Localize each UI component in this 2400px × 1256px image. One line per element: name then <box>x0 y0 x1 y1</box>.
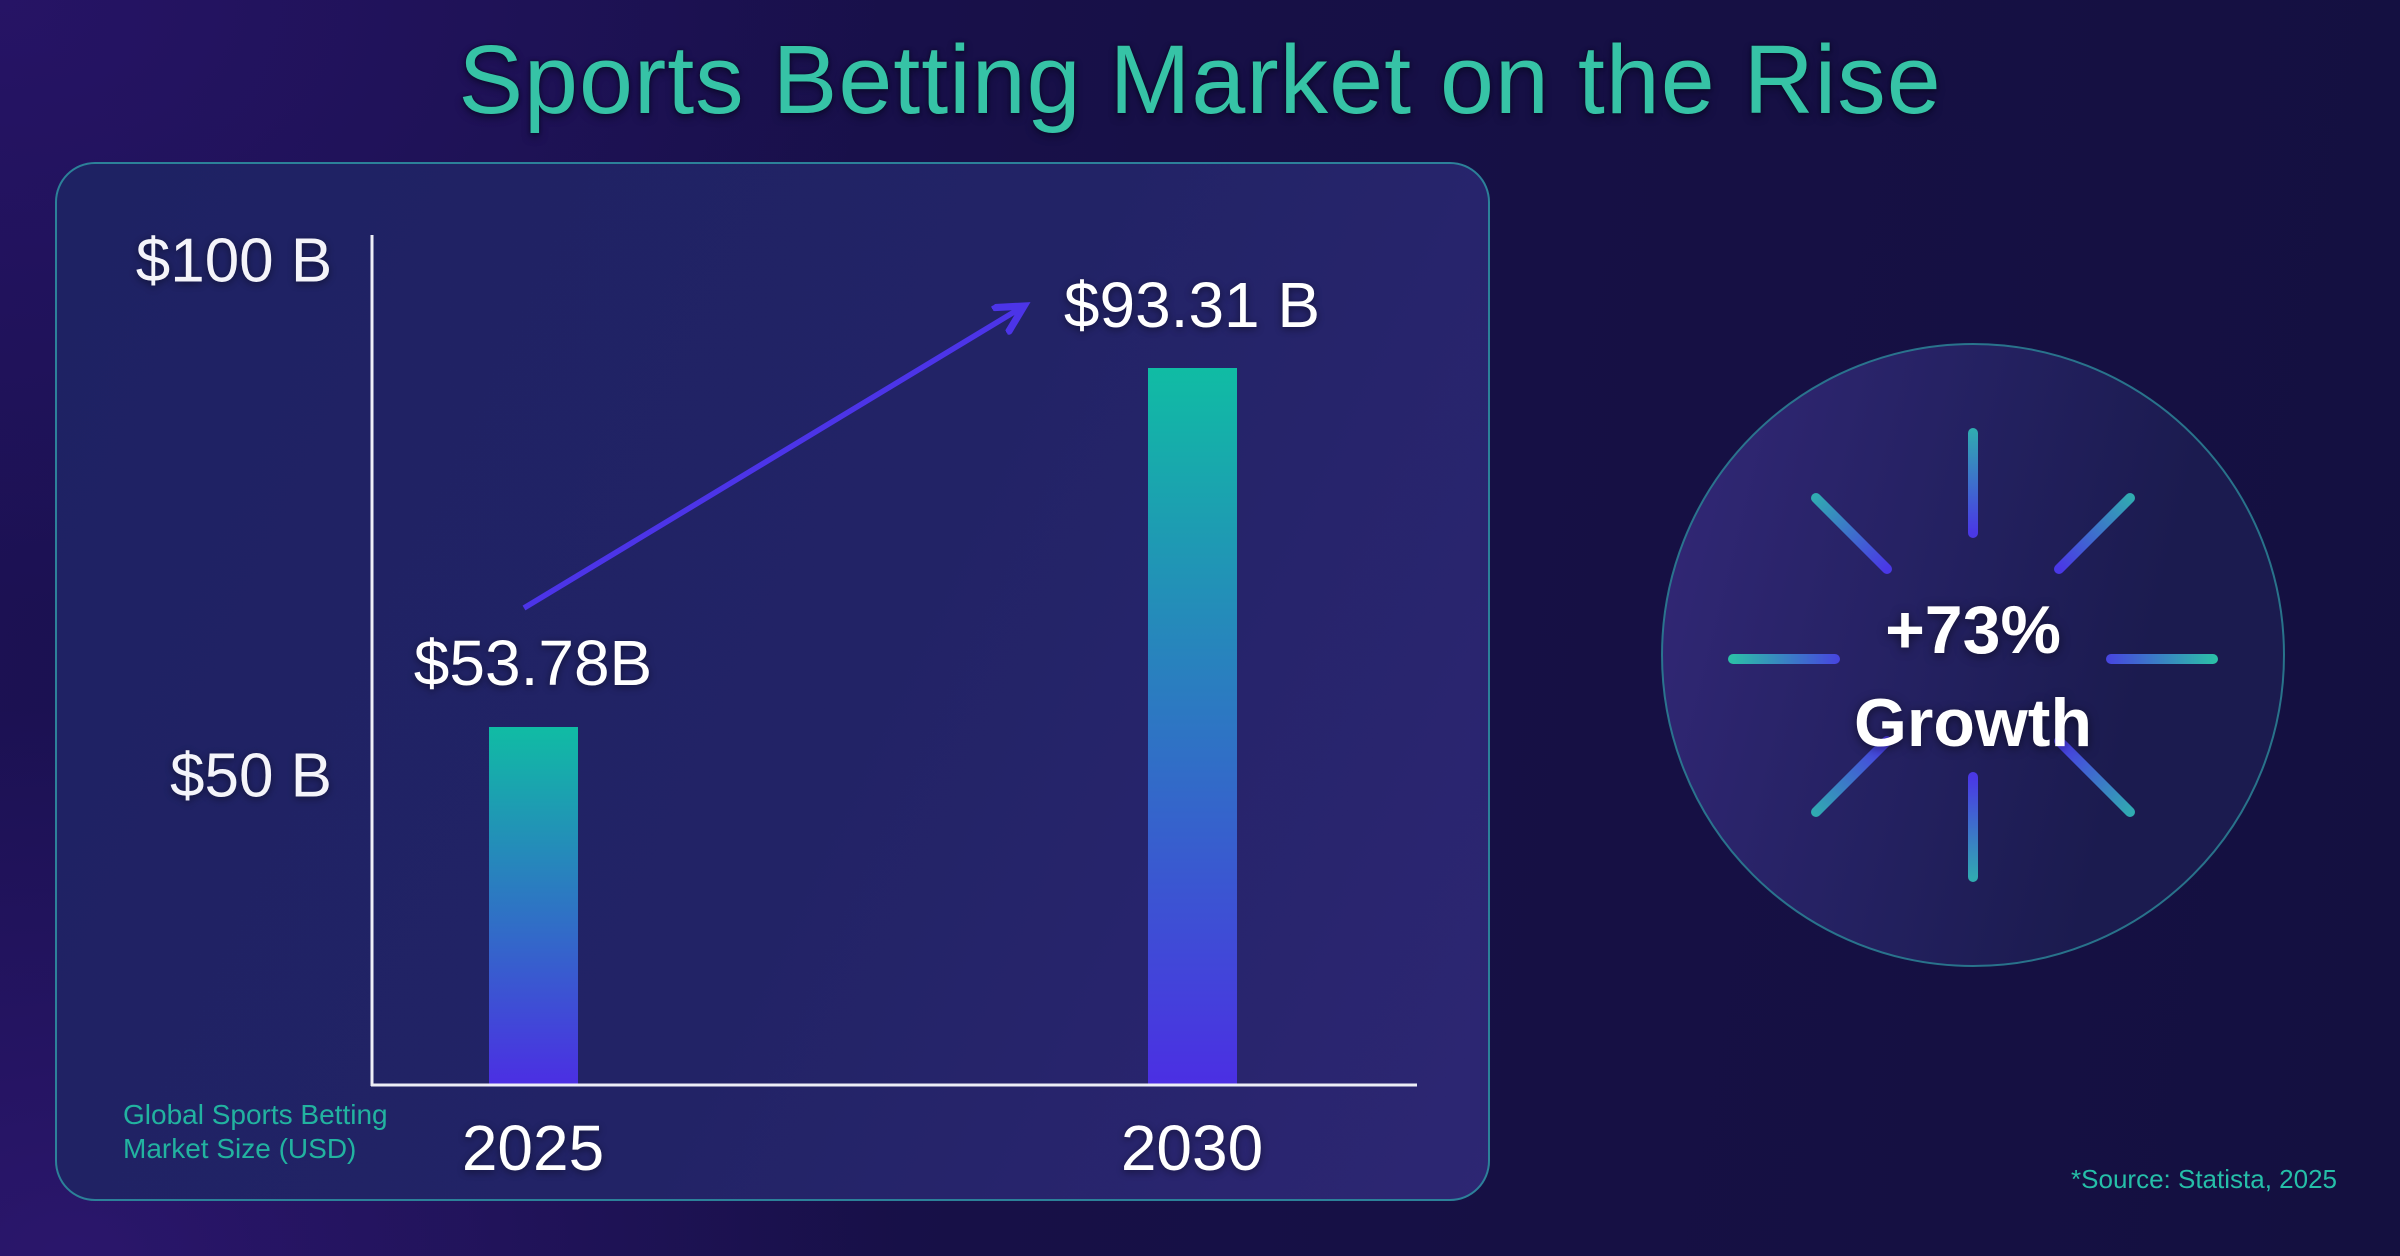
growth-badge-label: Growth <box>1854 685 2092 761</box>
y-tick-100b: $100 B <box>135 226 333 296</box>
source-note: *Source: Statista, 2025 <box>2071 1164 2337 1194</box>
trend-arrow-icon <box>522 306 1024 611</box>
bar-value-2025: $53.78B <box>413 627 653 699</box>
chart-panel <box>55 162 1490 1201</box>
starburst-rays-icon <box>1728 428 2218 882</box>
x-tick-2025: 2025 <box>461 1112 605 1184</box>
bar-2025 <box>489 727 578 1084</box>
bar-2030 <box>1148 368 1237 1084</box>
chart-caption: Global Sports Betting Market Size (USD) <box>123 1099 388 1165</box>
y-tick-50b: $50 B <box>169 741 333 811</box>
x-tick-2030: 2030 <box>1120 1112 1264 1184</box>
growth-badge-value: +73% <box>1885 592 2061 668</box>
page-title: Sports Betting Market on the Rise <box>458 25 1942 134</box>
bar-value-2030: $93.31 B <box>1063 269 1321 341</box>
